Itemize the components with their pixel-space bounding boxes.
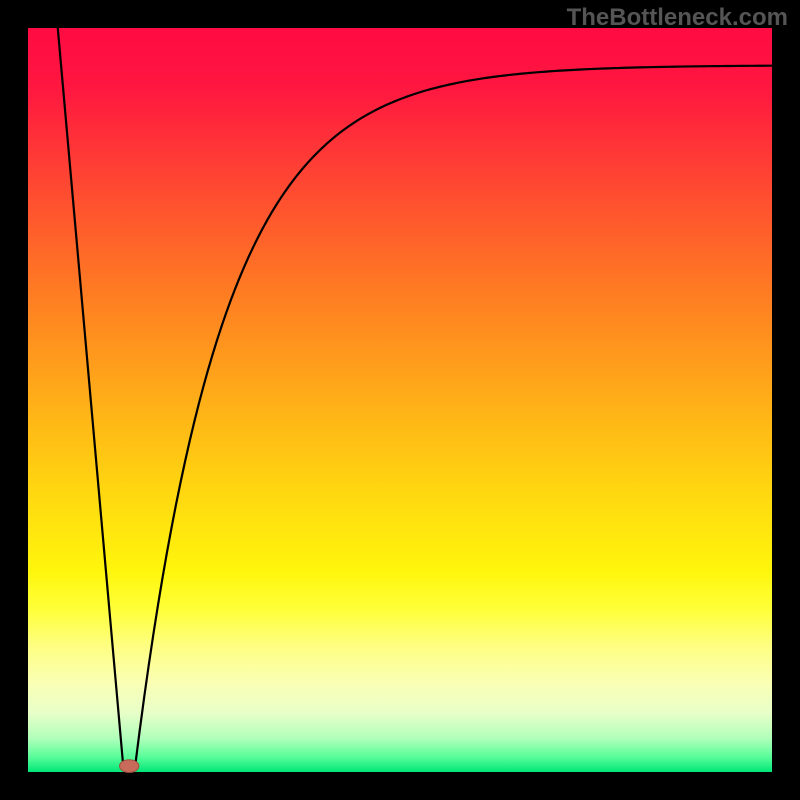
plot-border-right (772, 28, 800, 772)
chart-container: TheBottleneck.com (0, 0, 800, 800)
plot-border-left (0, 28, 28, 772)
plot-border-bottom (0, 772, 800, 800)
gradient-background (28, 28, 772, 772)
watermark-text: TheBottleneck.com (567, 4, 788, 32)
